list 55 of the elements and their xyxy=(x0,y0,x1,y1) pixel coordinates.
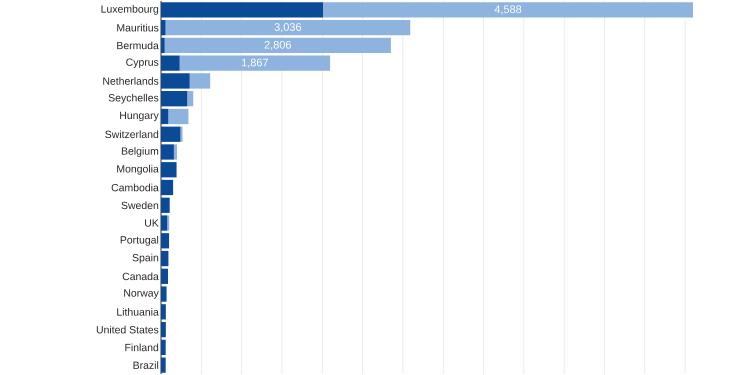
data-label: 4,588 xyxy=(494,5,522,14)
bar xyxy=(161,38,165,54)
bar xyxy=(161,20,166,36)
bar xyxy=(168,108,188,124)
y-tick-label: Netherlands xyxy=(103,77,158,85)
bar xyxy=(161,144,174,160)
y-tick-label: Belgium xyxy=(122,147,158,157)
y-tick-label: Bermuda xyxy=(117,42,159,50)
bar xyxy=(161,268,168,284)
bar xyxy=(161,180,174,196)
y-tick-label: Seychelles xyxy=(108,94,158,104)
y-tick-label: Brazil xyxy=(134,361,158,369)
bar xyxy=(161,340,166,355)
data-label: 2,806 xyxy=(264,40,291,50)
y-tick-label: Finland xyxy=(125,344,158,352)
y-tick-label: UK xyxy=(145,219,159,227)
y-tick-label: Mongolia xyxy=(117,164,159,175)
y-tick-label: Cambodia xyxy=(112,184,159,192)
bar xyxy=(165,20,410,36)
bar xyxy=(161,286,167,302)
bar xyxy=(164,38,391,54)
bar xyxy=(161,215,168,231)
y-tick-label: Cyprus xyxy=(126,58,158,68)
bar xyxy=(161,198,170,213)
y-tick-label: Lithuania xyxy=(117,308,159,316)
bar xyxy=(161,162,177,178)
bar xyxy=(161,108,168,124)
y-tick-label: Norway xyxy=(124,289,159,299)
y-tick-label: Sweden xyxy=(121,201,158,210)
data-label: 3,036 xyxy=(274,23,302,32)
bar xyxy=(161,56,180,71)
bar xyxy=(187,91,194,106)
bar xyxy=(174,144,177,160)
bar xyxy=(161,73,190,89)
y-tick-label: Switzerland xyxy=(105,130,158,138)
bar xyxy=(161,322,166,338)
bar xyxy=(161,91,188,106)
bar xyxy=(161,126,180,142)
bar xyxy=(161,233,170,248)
bar xyxy=(161,304,166,320)
bar xyxy=(161,357,166,373)
y-tick-label: United States xyxy=(96,326,158,334)
bar xyxy=(161,250,168,266)
y-tick-label: Hungary xyxy=(120,112,159,122)
bar xyxy=(180,56,330,71)
y-tick-label: Mauritius xyxy=(117,24,158,32)
y-tick-label: Portugal xyxy=(120,236,158,246)
y-tick-label: Canada xyxy=(122,272,159,280)
bar xyxy=(161,2,324,18)
data-label: 1,867 xyxy=(242,58,268,68)
y-tick-label: Luxembourg xyxy=(102,5,158,15)
bar xyxy=(180,126,183,142)
bar xyxy=(323,2,694,18)
bar xyxy=(190,73,210,89)
y-tick-label: Spain xyxy=(132,254,158,264)
